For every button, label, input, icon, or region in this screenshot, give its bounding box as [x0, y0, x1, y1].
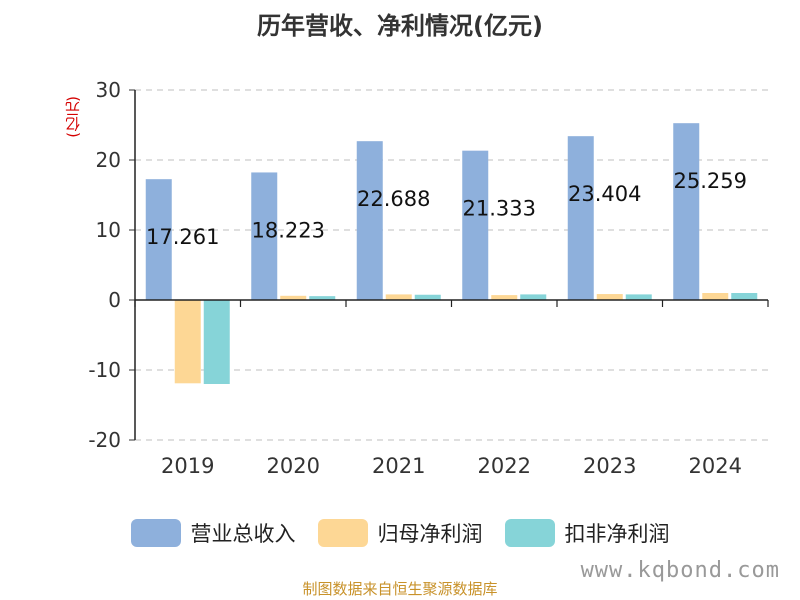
data-label-revenue: 18.223 [252, 218, 325, 242]
data-labels: 17.261 18.223 22.688 21.333 23.404 25.259 [146, 169, 747, 249]
x-axis-ticks: 2019 2020 2021 2022 2023 2024 [134, 300, 769, 478]
x-tick-label: 2021 [372, 454, 425, 478]
data-label-revenue: 21.333 [463, 197, 536, 221]
bars [145, 123, 758, 384]
bar-1-1 [280, 295, 307, 300]
chart-title: 历年营收、净利情况(亿元) [257, 12, 543, 40]
x-tick-label: 2022 [478, 454, 531, 478]
axes [134, 90, 768, 440]
bar-2-1 [309, 296, 336, 300]
grid-lines [135, 89, 768, 441]
y-tick-label: 30 [96, 78, 121, 102]
x-tick-label: 2023 [583, 454, 636, 478]
bar-2-4 [625, 294, 652, 300]
legend-item-deducted-profit[interactable]: 扣非净利润 [504, 518, 670, 548]
data-label-revenue: 25.259 [674, 169, 747, 193]
legend-label-revenue: 营业总收入 [190, 522, 296, 546]
y-tick-label: -20 [88, 428, 121, 452]
x-tick-label: 2020 [267, 454, 320, 478]
bar-2-0 [203, 300, 230, 384]
bar-0-0 [145, 179, 172, 300]
data-label-revenue: 17.261 [146, 225, 219, 249]
legend-swatch-revenue [130, 519, 181, 547]
legend-swatch-net-profit [317, 519, 368, 547]
data-source-note: 制图数据来自恒生聚源数据库 [302, 580, 498, 598]
bar-1-2 [385, 294, 412, 300]
bar-0-1 [251, 172, 278, 300]
legend-swatch-deducted-profit [504, 519, 555, 547]
y-tick-label: -10 [88, 358, 121, 382]
x-tick-label: 2019 [161, 454, 214, 478]
bar-2-2 [414, 294, 441, 300]
bar-0-3 [462, 150, 489, 300]
bar-1-3 [491, 295, 518, 300]
y-tick-label: 0 [108, 288, 121, 312]
legend-item-net-profit[interactable]: 归母净利润 [317, 518, 483, 548]
bar-0-5 [673, 123, 700, 300]
watermark: www.kqbond.com [580, 558, 780, 583]
data-label-revenue: 23.404 [568, 182, 641, 206]
x-tick-label: 2024 [689, 454, 742, 478]
y-tick-label: 20 [96, 148, 121, 172]
bar-1-0 [174, 300, 201, 384]
legend-item-revenue[interactable]: 营业总收入 [130, 518, 296, 548]
y-axis-ticks: -20 -10 0 10 20 30 [88, 78, 135, 452]
bar-2-3 [520, 294, 547, 300]
bar-0-2 [356, 141, 383, 300]
data-label-revenue: 22.688 [357, 187, 430, 211]
bar-1-4 [596, 294, 623, 300]
bar-2-5 [731, 293, 758, 300]
bar-0-4 [567, 136, 594, 300]
bar-1-5 [702, 293, 729, 300]
legend: 营业总收入 归母净利润 扣非净利润 [0, 518, 800, 548]
legend-label-deducted-profit: 扣非净利润 [564, 522, 670, 546]
y-tick-label: 10 [96, 218, 121, 242]
legend-label-net-profit: 归母净利润 [377, 522, 483, 546]
